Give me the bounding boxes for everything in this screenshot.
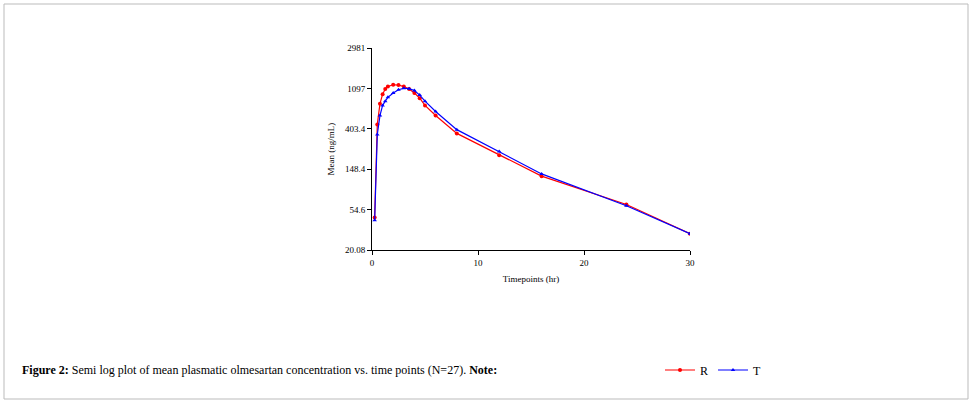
svg-text:R: R: [700, 364, 708, 378]
svg-text:148.4: 148.4: [345, 164, 366, 174]
svg-text:Timepoints (hr): Timepoints (hr): [503, 274, 559, 284]
svg-text:20.08: 20.08: [345, 245, 366, 255]
svg-text:T: T: [753, 364, 761, 378]
svg-text:2981: 2981: [347, 43, 365, 53]
svg-text:Figure 2: Semi log plot of mea: Figure 2: Semi log plot of mean plasmati…: [22, 363, 497, 377]
svg-text:1097: 1097: [347, 84, 366, 94]
svg-text:0: 0: [370, 258, 375, 268]
svg-text:20: 20: [580, 258, 590, 268]
svg-text:Mean (ng/mL): Mean (ng/mL): [326, 123, 336, 176]
svg-text:10: 10: [474, 258, 484, 268]
svg-text:54.6: 54.6: [349, 205, 365, 215]
svg-text:403.4: 403.4: [345, 124, 366, 134]
svg-text:30: 30: [686, 258, 696, 268]
